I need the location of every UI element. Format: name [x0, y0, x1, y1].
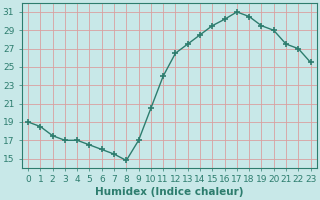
X-axis label: Humidex (Indice chaleur): Humidex (Indice chaleur) [95, 187, 244, 197]
